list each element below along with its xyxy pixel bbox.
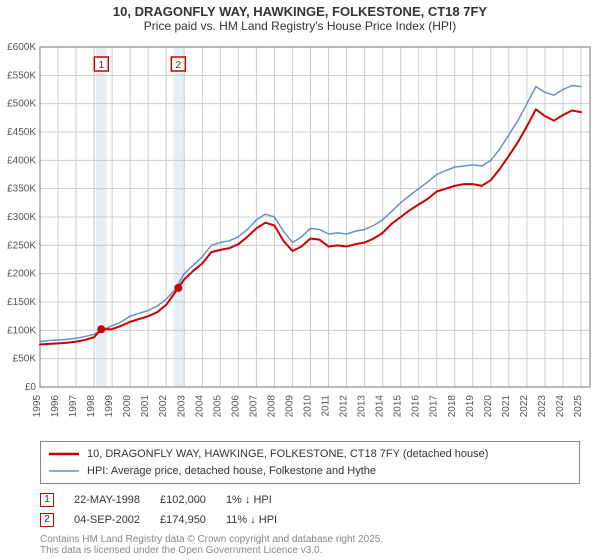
x-tick-label: 1998 (86, 395, 97, 418)
x-tick-label: 2001 (140, 395, 151, 418)
page-title: 10, DRAGONFLY WAY, HAWKINGE, FOLKESTONE,… (0, 0, 600, 19)
sale-date: 22-MAY-1998 (74, 490, 160, 510)
y-tick-label: £150K (7, 297, 36, 308)
x-tick-label: 2017 (429, 395, 440, 418)
sale-point-2 (174, 284, 182, 292)
x-tick-label: 2000 (122, 395, 133, 418)
x-tick-label: 2013 (357, 395, 368, 418)
sale-marker-2: 2 (40, 513, 54, 527)
footer-line: This data is licensed under the Open Gov… (40, 545, 580, 556)
page-subtitle: Price paid vs. HM Land Registry's House … (0, 19, 600, 37)
y-tick-label: £550K (7, 70, 36, 81)
sales-table: 1 22-MAY-1998£102,0001% ↓ HPI 2 04-SEP-2002… (40, 490, 297, 530)
sale-price: £174,950 (160, 510, 226, 530)
y-tick-label: £350K (7, 184, 36, 195)
footer-line: Contains HM Land Registry data © Crown c… (40, 534, 580, 545)
sale-date: 04-SEP-2002 (74, 510, 160, 530)
sale-delta: 1% ↓ HPI (226, 490, 297, 510)
sale-marker-num-2: 2 (176, 60, 182, 71)
y-tick-label: £200K (7, 269, 36, 280)
y-tick-label: £600K (7, 42, 36, 53)
legend-label: 10, DRAGONFLY WAY, HAWKINGE, FOLKESTONE,… (87, 446, 488, 463)
y-tick-label: £500K (7, 99, 36, 110)
x-tick-label: 2003 (176, 395, 187, 418)
x-tick-label: 1999 (104, 395, 115, 418)
sale-point-1 (97, 325, 105, 333)
x-tick-label: 2008 (266, 395, 277, 418)
x-tick-label: 2024 (555, 395, 566, 418)
chart-area: £0 £50K £100K £150K £200K £250K £300K £350K £400… (0, 37, 600, 437)
x-tick-label: 2018 (447, 395, 458, 418)
x-tick-label: 2010 (302, 395, 313, 418)
x-tick-label: 2021 (501, 395, 512, 418)
x-tick-label: 2011 (321, 395, 332, 417)
x-tick-label: 2012 (339, 395, 350, 418)
y-tick-label: £450K (7, 127, 36, 138)
legend-item: 10, DRAGONFLY WAY, HAWKINGE, FOLKESTONE,… (49, 446, 571, 463)
sale-delta: 11% ↓ HPI (226, 510, 297, 530)
x-tick-label: 1997 (68, 395, 79, 418)
x-tick-label: 2007 (248, 395, 259, 418)
y-tick-label: £400K (7, 155, 36, 166)
y-tick-label: £50K (13, 354, 37, 365)
table-row: 2 04-SEP-2002£174,95011% ↓ HPI (40, 510, 297, 530)
x-tick-label: 1995 (32, 395, 43, 418)
y-tick-label: £100K (7, 325, 36, 336)
sale-price: £102,000 (160, 490, 226, 510)
legend-label: HPI: Average price, detached house, Folk… (87, 463, 376, 480)
legend: 10, DRAGONFLY WAY, HAWKINGE, FOLKESTONE,… (40, 441, 580, 484)
x-tick-label: 2004 (194, 395, 205, 418)
sale-marker-num-1: 1 (99, 60, 105, 71)
x-tick-label: 2022 (519, 395, 530, 418)
x-tick-label: 2005 (212, 395, 223, 418)
sale-marker-1: 1 (40, 493, 54, 507)
x-tick-label: 2002 (158, 395, 169, 418)
y-tick-label: £300K (7, 212, 36, 223)
y-tick-label: £0 (25, 382, 37, 393)
x-tick-label: 2016 (411, 395, 422, 418)
x-tick-label: 1996 (50, 395, 61, 418)
x-tick-label: 2025 (573, 395, 584, 418)
x-tick-label: 2020 (483, 395, 494, 418)
x-tick-label: 2009 (284, 395, 295, 418)
x-tick-label: 2015 (393, 395, 404, 418)
chart-svg: £0 £50K £100K £150K £200K £250K £300K £350K £400… (0, 37, 600, 437)
x-tick-label: 2023 (537, 395, 548, 418)
x-tick-label: 2019 (465, 395, 476, 418)
x-tick-label: 2014 (375, 395, 386, 418)
x-tick-label: 2006 (230, 395, 241, 418)
legend-item: HPI: Average price, detached house, Folk… (49, 463, 571, 480)
footer: Contains HM Land Registry data © Crown c… (40, 534, 580, 556)
table-row: 1 22-MAY-1998£102,0001% ↓ HPI (40, 490, 297, 510)
y-tick-label: £250K (7, 240, 36, 251)
